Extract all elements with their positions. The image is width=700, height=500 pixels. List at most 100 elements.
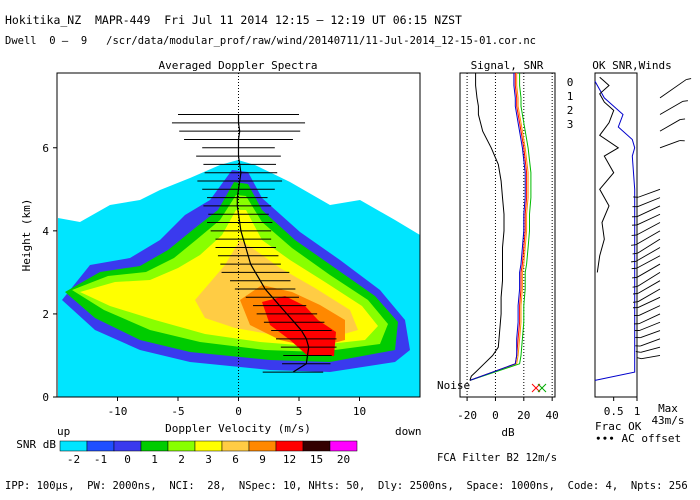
wind-barb-staff bbox=[640, 338, 661, 347]
wind-barb-staff bbox=[659, 100, 684, 115]
doppler-spectra-panel: Averaged Doppler Spectra -10 -5 0 5 10 0 2 4 6 D… bbox=[20, 59, 422, 438]
wind-barb-flag bbox=[686, 78, 692, 81]
wind-barb-flag bbox=[631, 260, 637, 263]
wind-scale-line: 43m/s bbox=[651, 414, 684, 427]
ac-offset-label: ∙∙∙ AC offset bbox=[595, 432, 681, 445]
snr-colorbar: SNR dB -2 -1 0 1 2 3 6 9 12 15 20 bbox=[16, 438, 358, 466]
signal-snr-title: Signal, SNR bbox=[471, 59, 544, 72]
colorbar-swatch bbox=[302, 440, 331, 452]
header-file-path: Dwell 0 — 9 /scr/data/modular_prof/raw/w… bbox=[5, 35, 537, 47]
y-tick-label: 4 bbox=[42, 225, 49, 238]
colorbar-tick-label: 20 bbox=[337, 453, 350, 466]
wind-barb-staff bbox=[636, 205, 661, 218]
colorbar-swatch bbox=[275, 440, 304, 452]
wind-barb-flag bbox=[636, 357, 642, 360]
signal-series-line bbox=[469, 73, 528, 381]
up-corner-label: up bbox=[57, 425, 70, 438]
frac-ok-line bbox=[596, 76, 620, 273]
colorbar-tick-label: -2 bbox=[67, 453, 80, 466]
frac-ok-line bbox=[594, 81, 636, 381]
ok-frame bbox=[594, 72, 638, 398]
signal-axis-ticks: -20 0 20 40 bbox=[457, 397, 559, 422]
x-tick-label: -10 bbox=[108, 405, 128, 418]
signal-frame bbox=[459, 72, 556, 398]
wind-barb-staff bbox=[638, 305, 661, 316]
cross-marker bbox=[531, 383, 547, 393]
wind-barb-staff bbox=[659, 119, 681, 132]
wind-barb-staff bbox=[635, 230, 661, 246]
signal-series-line bbox=[469, 73, 526, 381]
signal-series-line bbox=[469, 73, 505, 381]
signal-lines bbox=[469, 73, 532, 381]
frac-ok-label: Frac OK bbox=[595, 420, 642, 433]
colorbar-tick-label: -1 bbox=[94, 453, 107, 466]
wind-barb-staff bbox=[636, 255, 661, 269]
x-tick-label: -5 bbox=[171, 405, 184, 418]
signal-series-line bbox=[469, 73, 529, 381]
wind-barb-staff bbox=[639, 321, 661, 331]
wind-barb-flag bbox=[632, 276, 638, 279]
colorbar-swatch bbox=[194, 440, 223, 452]
ok-tick-label: 0.5 bbox=[604, 405, 624, 418]
colorbar-swatch bbox=[329, 440, 358, 452]
doppler-axis-ticks: -10 -5 0 5 10 0 2 4 6 bbox=[42, 142, 366, 418]
wind-barb-flag bbox=[682, 100, 688, 102]
channel-legend-label: 2 bbox=[567, 104, 574, 117]
ok-snr-title: OK SNR,Winds bbox=[592, 59, 671, 72]
colorbar-label: SNR dB bbox=[16, 438, 56, 451]
signal-tick-label: 20 bbox=[517, 409, 530, 422]
ok-axis-ticks: 0.5 1 bbox=[604, 397, 641, 418]
ok-tick-label: 1 bbox=[634, 405, 641, 418]
wind-barb-staff bbox=[637, 272, 661, 287]
wind-barb-flag bbox=[631, 244, 637, 246]
snr-contour-level-8 bbox=[262, 296, 336, 356]
down-corner-label: down bbox=[395, 425, 422, 438]
y-tick-label: 2 bbox=[42, 308, 49, 321]
signal-tick-label: 40 bbox=[546, 409, 559, 422]
colorbar-tick-label: 0 bbox=[124, 453, 131, 466]
wind-barb-staff bbox=[636, 213, 661, 226]
doppler-x-label: Doppler Velocity (m/s) bbox=[165, 422, 311, 435]
wind-barb-staff bbox=[659, 79, 687, 99]
wind-barb-staff bbox=[637, 296, 661, 308]
colorbar-swatch bbox=[140, 440, 169, 452]
wind-barb-staff bbox=[636, 263, 661, 278]
signal-x-label: dB bbox=[501, 426, 515, 439]
wind-barbs bbox=[631, 78, 692, 360]
channel-legend-label: 1 bbox=[567, 90, 574, 103]
wind-barb-staff bbox=[637, 238, 661, 254]
colorbar-swatch bbox=[221, 440, 250, 452]
ok-snr-winds-panel: OK SNR,Winds 0.5 1 Frac OK ∙∙∙ AC offset … bbox=[592, 59, 692, 445]
x-tick-label: 5 bbox=[296, 405, 303, 418]
x-tick-label: 10 bbox=[353, 405, 366, 418]
wind-barb-staff bbox=[638, 188, 661, 198]
fca-filter-label: FCA Filter B2 12m/s bbox=[437, 452, 558, 464]
colorbar-tick-label: 6 bbox=[232, 453, 239, 466]
wind-barb-staff bbox=[638, 313, 661, 325]
colorbar-tick-label: 2 bbox=[178, 453, 185, 466]
wind-barb-flag bbox=[632, 292, 639, 295]
colorbar-swatch bbox=[167, 440, 196, 452]
wind-barb-staff bbox=[659, 140, 680, 149]
channel-legend-label: 3 bbox=[567, 118, 574, 131]
header-title: Hokitika_NZ MAPR-449 Fri Jul 11 2014 12:… bbox=[5, 13, 462, 27]
height-y-label: Height (km) bbox=[20, 199, 33, 272]
signal-tick-label: 0 bbox=[492, 409, 499, 422]
colorbar-tick-label: 12 bbox=[283, 453, 296, 466]
colorbar-swatch bbox=[248, 440, 277, 452]
colorbar-tick-label: 9 bbox=[259, 453, 266, 466]
wind-barb-staff bbox=[636, 222, 661, 236]
colorbar-swatch bbox=[86, 440, 115, 452]
wind-barb-flag bbox=[632, 252, 638, 255]
wind-barb-flag bbox=[632, 285, 638, 288]
signal-tick-label: -20 bbox=[457, 409, 477, 422]
wind-barb-staff bbox=[640, 346, 661, 353]
y-tick-label: 0 bbox=[42, 391, 49, 404]
wind-barb-flag bbox=[632, 301, 639, 303]
wind-barb-staff bbox=[637, 280, 661, 294]
colorbar-tick-label: 1 bbox=[151, 453, 158, 466]
colorbar-swatch bbox=[59, 440, 88, 452]
wind-barb-staff bbox=[637, 288, 661, 303]
